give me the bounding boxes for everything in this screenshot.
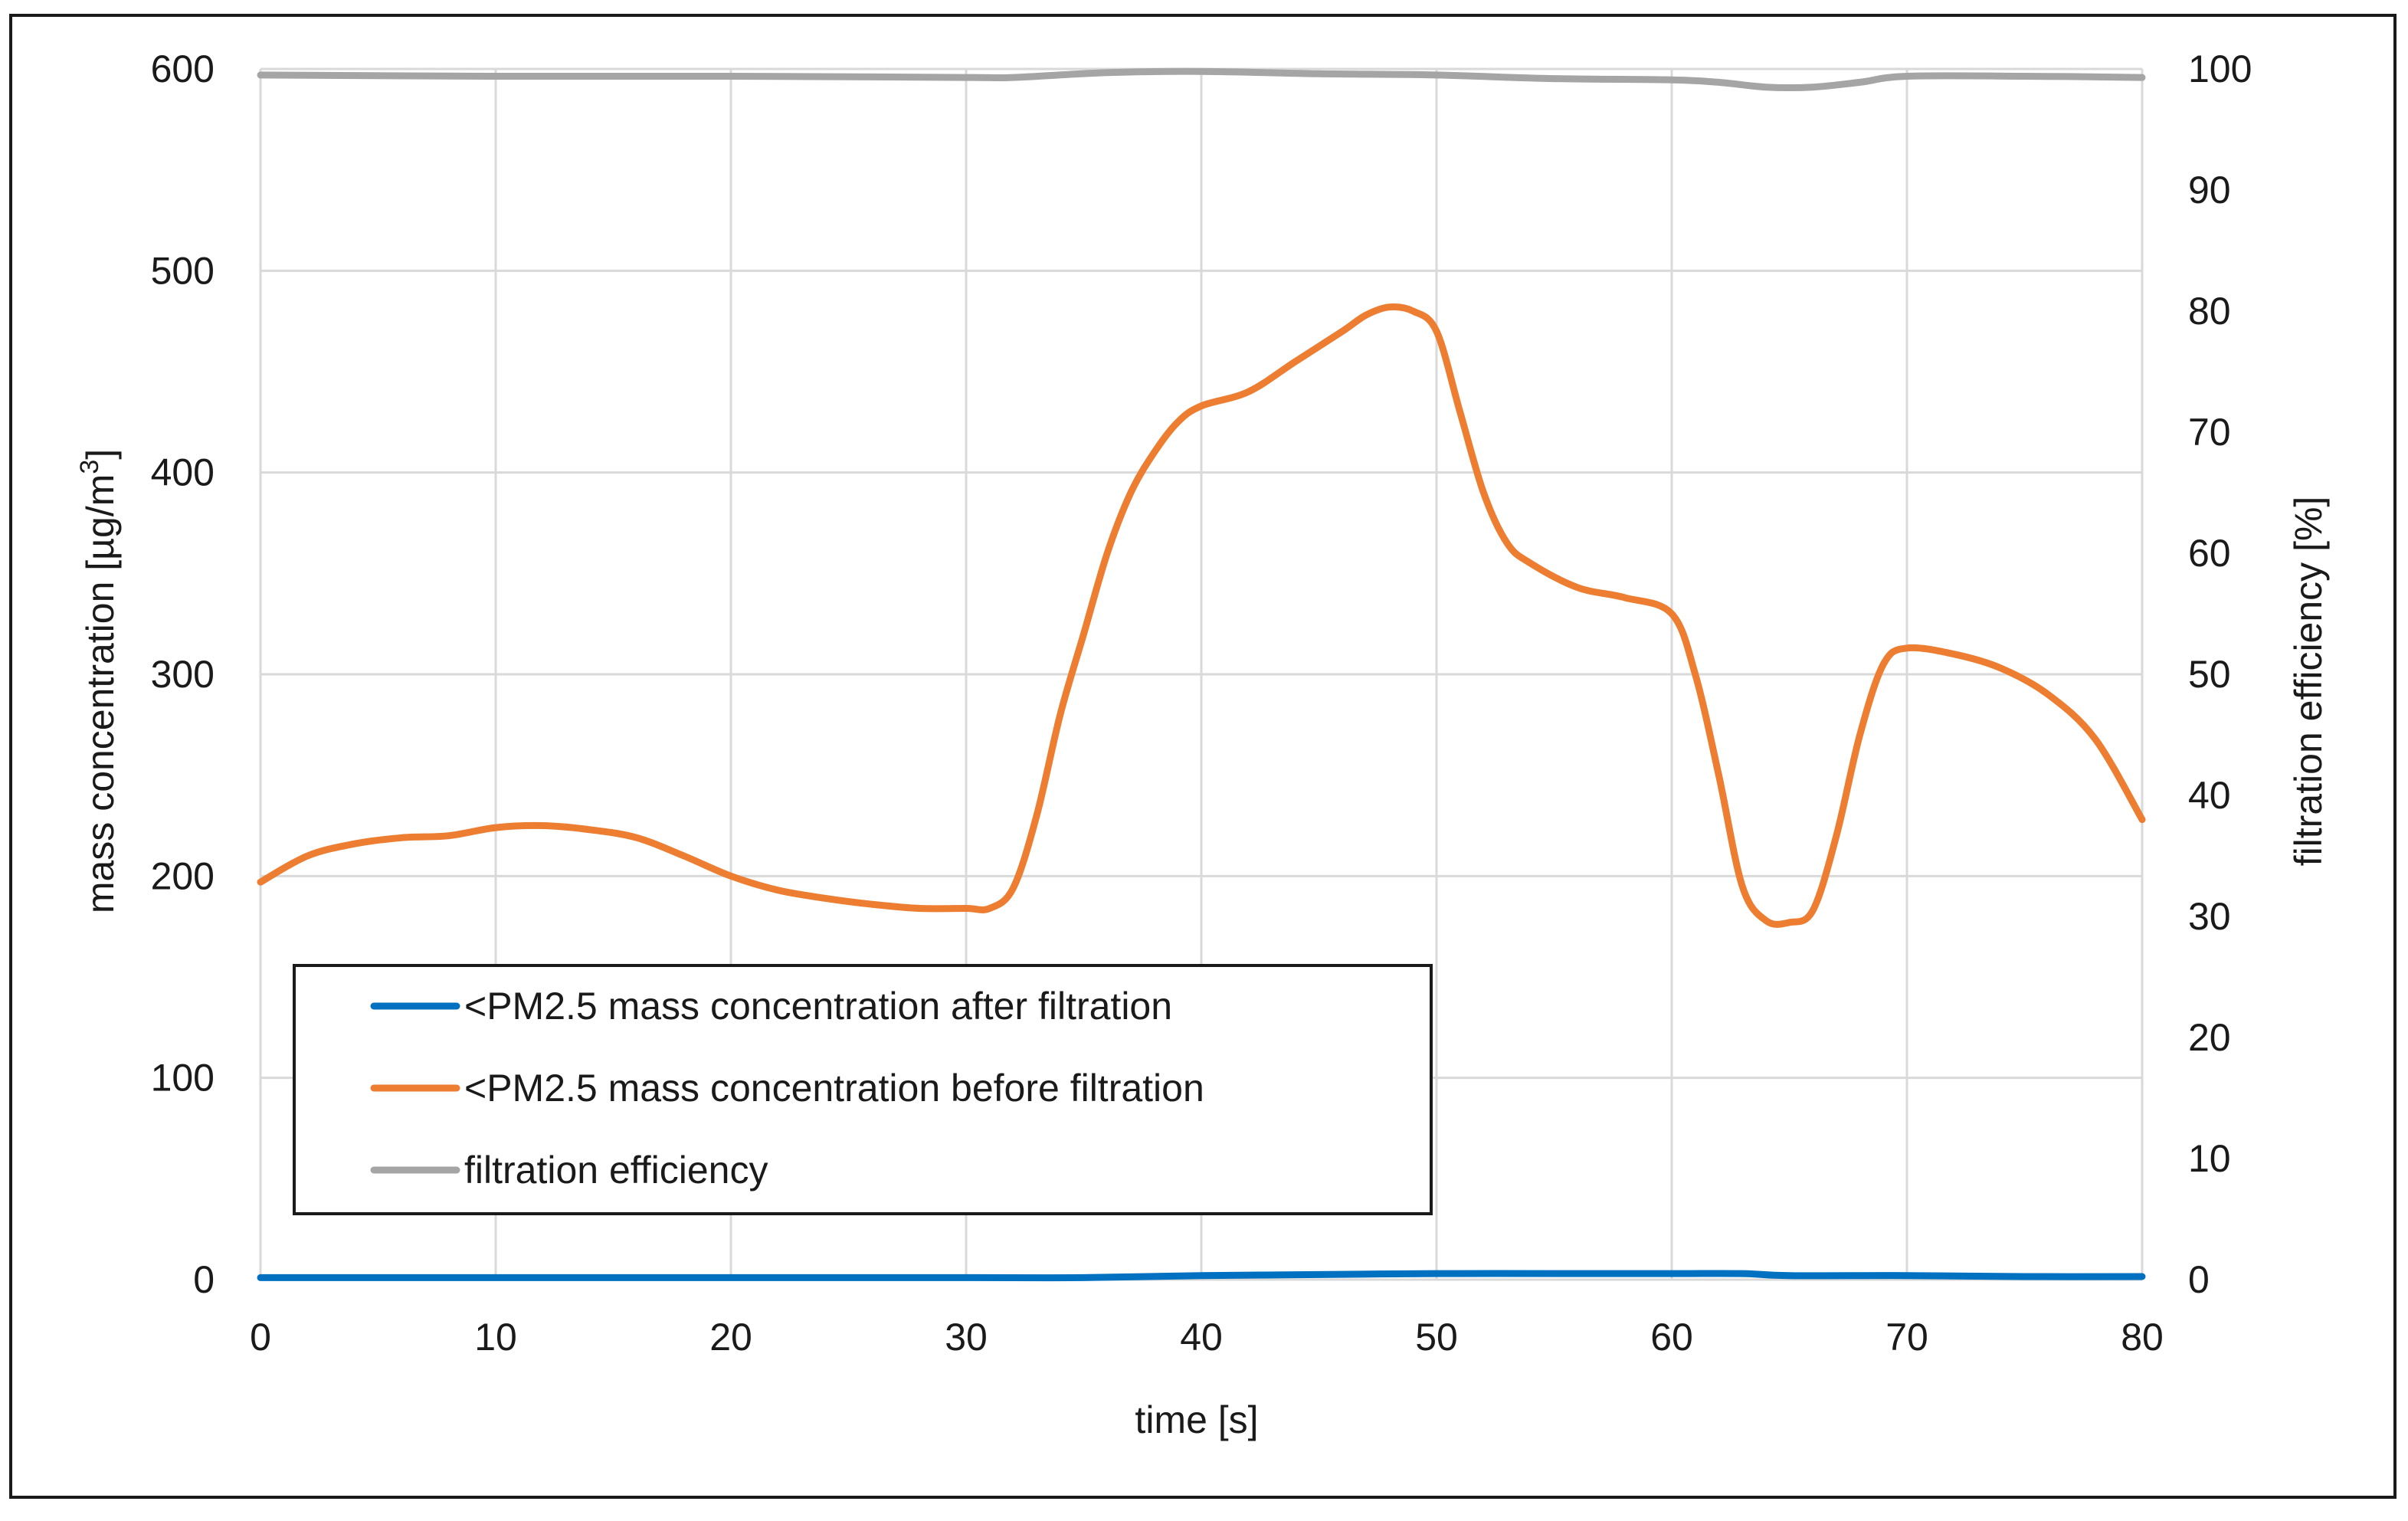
x-tick-label: 20 [709, 1316, 752, 1359]
y-tick-label: 400 [151, 451, 215, 494]
y2-tick-label: 100 [2188, 48, 2252, 90]
plot-lines [257, 67, 2146, 1282]
x-tick-label: 10 [474, 1316, 517, 1359]
series-line-pm2-5-mass-concentration-after-filtration [257, 1270, 2146, 1282]
series-line-pm2-5-mass-concentration-before-filtration [257, 303, 2146, 928]
y2-tick-label: 90 [2188, 169, 2231, 211]
y2-tick-label: 60 [2188, 532, 2231, 575]
y-tick-label: 600 [151, 48, 215, 90]
x-tick-label: 0 [250, 1316, 271, 1359]
y2-tick-label: 70 [2188, 411, 2231, 454]
legend-label-filtration-efficiency: filtration efficiency [464, 1149, 768, 1192]
legend: <PM2.5 mass concentration after filtrati… [293, 964, 1433, 1215]
y2-tick-label: 40 [2188, 774, 2231, 817]
y-tick-label: 0 [193, 1258, 215, 1301]
y-axis-title: mass concentration [µg/m3] [75, 449, 122, 913]
y2-axis-title: filtration efficiency [%] [2287, 497, 2330, 867]
x-tick-label: 50 [1415, 1316, 1458, 1359]
y-axis-title-main: mass concentration [µg/m [79, 474, 122, 914]
x-tick-label: 30 [945, 1316, 988, 1359]
x-tick-label: 80 [2121, 1316, 2164, 1359]
y-tick-label: 100 [151, 1057, 215, 1100]
y2-tick-label: 30 [2188, 895, 2231, 938]
y-tick-label: 200 [151, 854, 215, 897]
tick-labels: 0 100 200 300 400 500 600 0 10 20 30 40 50 60 70 80 0 10 2… [151, 48, 2252, 1359]
y2-tick-label: 50 [2188, 653, 2231, 696]
y2-tick-label: 10 [2188, 1137, 2231, 1180]
figure-frame [9, 14, 2397, 1499]
x-tick-label: 40 [1180, 1316, 1223, 1359]
x-tick-label: 70 [1885, 1316, 1928, 1359]
x-tick-label: 60 [1650, 1316, 1693, 1359]
legend-label-pm2-5-mass-concentration-before-filtration: <PM2.5 mass concentration before filtrat… [464, 1067, 1204, 1110]
legend-label-pm2-5-mass-concentration-after-filtration: <PM2.5 mass concentration after filtrati… [464, 985, 1172, 1028]
legend-box [293, 964, 1433, 1215]
y-tick-label: 500 [151, 249, 215, 292]
y-axis-title-superscript: 3 [75, 460, 104, 474]
y2-tick-label: 20 [2188, 1016, 2231, 1059]
x-axis-title: time [s] [1135, 1398, 1258, 1441]
series-line-filtration-efficiency [257, 67, 2146, 92]
y2-tick-label: 0 [2188, 1258, 2210, 1301]
y-axis-title-close: ] [79, 449, 122, 460]
y-tick-label: 300 [151, 653, 215, 696]
y2-tick-label: 80 [2188, 290, 2231, 333]
